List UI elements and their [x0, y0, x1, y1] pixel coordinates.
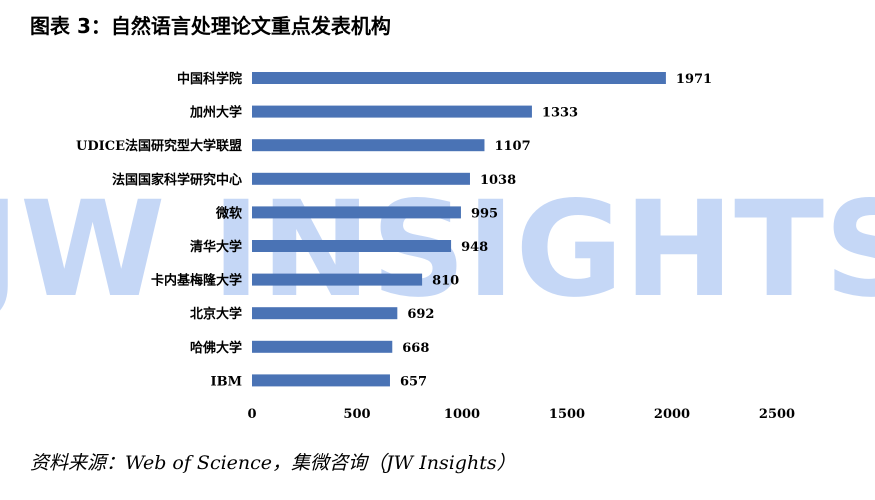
bar [252, 105, 532, 118]
category-label: 微软 [215, 205, 242, 221]
value-labels: 1971 1333 1107 1038 995 948 810 692 668 657 [400, 72, 712, 389]
category-label: 法国国家科学研究中心 [112, 172, 242, 188]
value-label: 1107 [494, 139, 530, 154]
category-label: 卡内基梅隆大学 [151, 273, 242, 289]
category-label: UDICE法国研究型大学联盟 [76, 138, 242, 154]
value-label: 995 [471, 206, 498, 221]
bar [252, 340, 393, 353]
category-label: 中国科学院 [177, 71, 242, 87]
value-label: 657 [400, 374, 427, 389]
value-label: 1038 [480, 173, 516, 188]
value-label: 668 [402, 341, 429, 356]
bar [252, 273, 423, 286]
x-tick-label: 1500 [549, 407, 585, 422]
bars [252, 72, 666, 387]
x-tick-label: 2500 [759, 407, 795, 422]
x-tick-label: 2000 [654, 407, 690, 422]
bar-chart: JW INSIGHTS 中国科学院加州大学UDICE法国研究型大学联盟法国国家科… [0, 71, 875, 422]
bar [252, 172, 470, 185]
x-tick-label: 500 [343, 407, 370, 422]
category-label: IBM [211, 374, 242, 389]
bar [252, 139, 485, 152]
source-note: 资料来源：Web of Science，集微咨询（JW Insights） [30, 452, 516, 474]
chart-title: 图表 3：自然语言处理论文重点发表机构 [30, 14, 391, 38]
category-label: 清华大学 [190, 239, 242, 255]
category-label: 北京大学 [190, 306, 242, 322]
bar [252, 206, 461, 219]
bar [252, 240, 452, 252]
value-label: 810 [432, 274, 459, 289]
bar [252, 374, 390, 387]
value-label: 948 [461, 240, 488, 255]
x-axis-ticks: 0 500 1000 1500 2000 2500 [247, 407, 795, 422]
value-label: 1971 [676, 72, 712, 87]
bar [252, 72, 666, 84]
x-tick-label: 0 [247, 407, 256, 422]
value-label: 692 [407, 307, 434, 322]
bar [252, 307, 398, 320]
x-tick-label: 1000 [444, 407, 480, 422]
category-label: 哈佛大学 [190, 340, 242, 356]
category-label: 加州大学 [189, 105, 242, 121]
value-label: 1333 [542, 106, 578, 121]
